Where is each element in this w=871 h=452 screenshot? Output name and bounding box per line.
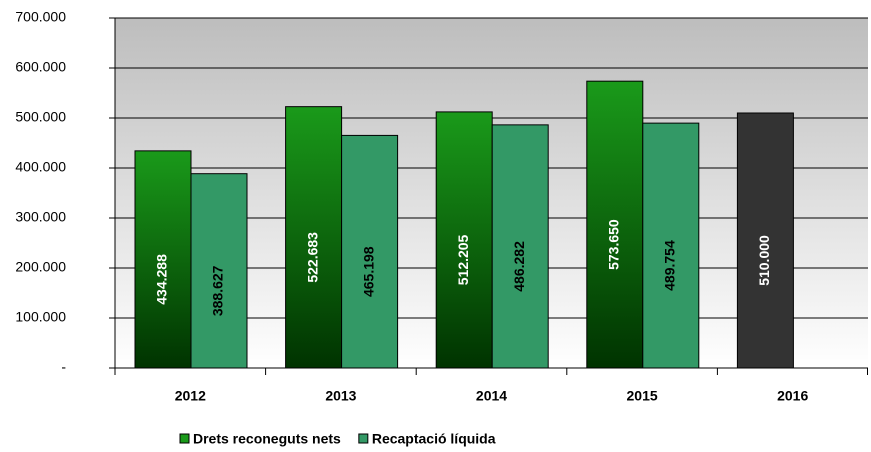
x-tick-label: 2013	[325, 388, 356, 404]
y-tick-label: -	[61, 359, 66, 375]
y-tick-label: 600.000	[15, 59, 66, 75]
legend-swatch	[358, 433, 369, 444]
bar	[190, 173, 248, 369]
bar	[341, 134, 399, 369]
bar	[586, 80, 644, 369]
value-label: 510.000	[756, 235, 772, 286]
x-tick-label: 2016	[777, 388, 808, 404]
value-label: 489.754	[662, 240, 678, 291]
value-label: 388.627	[210, 265, 226, 316]
legend-swatch	[179, 433, 190, 444]
x-tick-label: 2014	[476, 388, 507, 404]
x-tick-label: 2015	[627, 388, 658, 404]
y-tick-label: 200.000	[15, 259, 66, 275]
bar	[285, 106, 343, 369]
y-tick-label: 500.000	[15, 109, 66, 125]
x-tick-label: 2012	[175, 388, 206, 404]
y-tick-label: 400.000	[15, 159, 66, 175]
value-label: 522.683	[304, 232, 320, 283]
bar	[642, 122, 700, 369]
bar	[134, 150, 192, 369]
bar	[736, 112, 794, 369]
legend-label: Recaptació líquida	[372, 431, 496, 447]
value-label: 465.198	[360, 246, 376, 297]
value-label: 512.205	[455, 234, 471, 285]
y-tick-label: 700.000	[15, 9, 66, 25]
y-tick-label: 100.000	[15, 309, 66, 325]
y-tick-label: 300.000	[15, 209, 66, 225]
legend-label: Drets reconeguts nets	[193, 431, 341, 447]
bar	[491, 124, 549, 369]
value-label: 434.288	[154, 254, 170, 305]
value-label: 486.282	[511, 241, 527, 292]
value-label: 573.650	[606, 219, 622, 270]
bar	[435, 111, 493, 369]
